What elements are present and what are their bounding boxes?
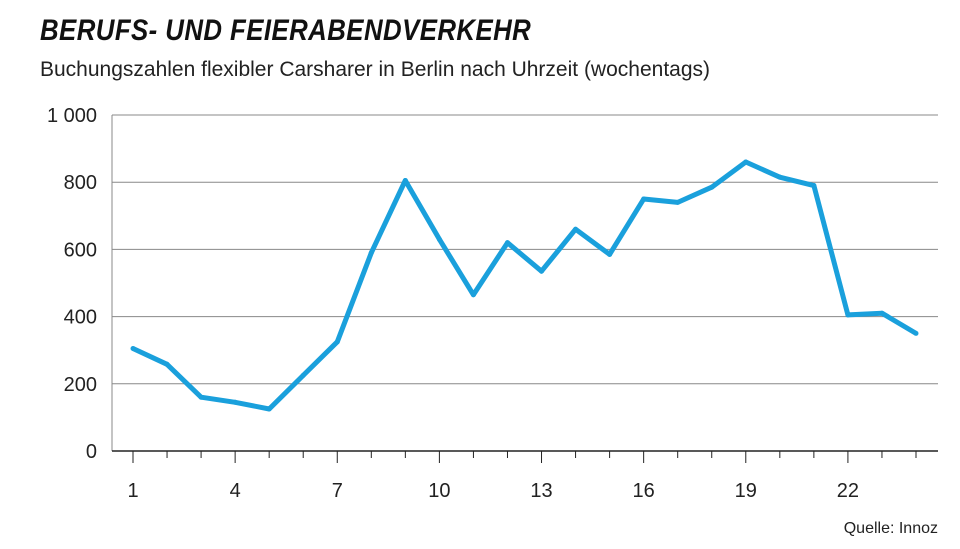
- data-point-20: [777, 174, 783, 180]
- x-tick-label-10: 10: [428, 480, 450, 502]
- data-point-22: [845, 312, 851, 318]
- y-tick-label-0: 0: [86, 441, 97, 463]
- x-tick-label-4: 4: [230, 480, 241, 502]
- y-tick-label-200: 200: [64, 374, 97, 396]
- data-point-15: [607, 251, 613, 257]
- data-point-2: [164, 361, 170, 367]
- data-point-19: [743, 159, 749, 165]
- data-point-10: [436, 236, 442, 242]
- source-note: Quelle: Innoz: [843, 520, 938, 537]
- x-tick-label-19: 19: [735, 480, 757, 502]
- x-tick-label-16: 16: [633, 480, 655, 502]
- data-point-4: [232, 399, 238, 405]
- data-point-21: [811, 183, 817, 189]
- x-tick-label-22: 22: [837, 480, 859, 502]
- data-point-8: [368, 250, 374, 256]
- axis-layer: 0 200 400 600 800 1 000 1 4 7 10 13 16 19 22: [47, 105, 938, 502]
- x-tick-label-7: 7: [332, 480, 343, 502]
- data-point-16: [641, 196, 647, 202]
- x-tick-label-1: 1: [127, 480, 138, 502]
- data-point-18: [709, 184, 715, 190]
- data-point-7: [334, 339, 340, 345]
- data-point-23: [879, 310, 885, 316]
- y-tick-label-600: 600: [64, 239, 97, 261]
- chart-subtitle: Buchungszahlen flexibler Carsharer in Be…: [40, 58, 711, 81]
- x-tick-label-13: 13: [530, 480, 552, 502]
- data-point-9: [402, 178, 408, 184]
- y-tick-label-800: 800: [64, 172, 97, 194]
- data-point-1: [130, 346, 136, 352]
- series-line: [131, 159, 918, 412]
- chart-title: BERUFS- UND FEIERABENDVERKEHR: [40, 14, 532, 47]
- data-point-14: [573, 226, 579, 232]
- data-point-6: [300, 372, 306, 378]
- data-point-17: [675, 199, 681, 205]
- series-layer: [130, 159, 919, 412]
- y-tick-label-1000: 1 000: [47, 105, 97, 127]
- data-point-13: [539, 268, 545, 274]
- data-point-12: [504, 240, 510, 246]
- data-point-11: [470, 292, 476, 298]
- data-point-3: [198, 394, 204, 400]
- data-point-5: [266, 406, 272, 412]
- y-tick-label-400: 400: [64, 307, 97, 329]
- grid-layer: [112, 114, 938, 385]
- data-point-24: [913, 330, 919, 336]
